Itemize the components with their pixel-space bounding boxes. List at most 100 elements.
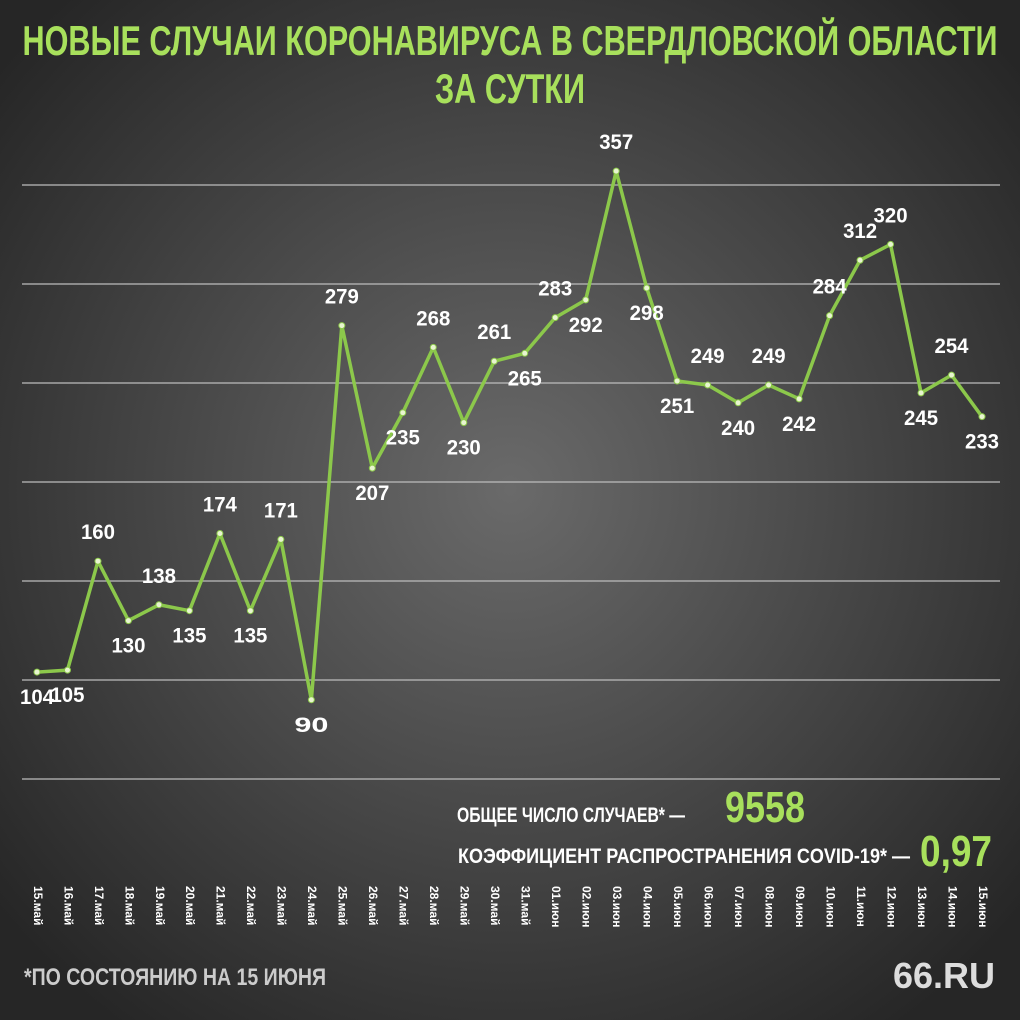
x-tick-label: 26.май [366, 886, 380, 925]
x-tick-label: 24.май [305, 886, 319, 925]
x-tick-label: 19.май [153, 886, 167, 925]
data-label: 207 [355, 482, 389, 505]
data-point [216, 529, 224, 537]
chart-title: НОВЫЕ СЛУЧАИ КОРОНАВИРУСА В СВЕРДЛОВСКОЙ… [23, 16, 998, 64]
x-tick-label: 09.июн [793, 886, 807, 928]
data-point [643, 284, 651, 292]
annotation-label: КОЭФФИЦИЕНТ РАСПРОСТРАНЕНИЯ COVID-19* — [458, 845, 910, 868]
data-point [948, 371, 956, 379]
data-label: 279 [325, 286, 359, 309]
data-label: 240 [721, 417, 755, 440]
data-point [704, 381, 712, 389]
data-label: 265 [508, 367, 542, 390]
x-tick-label: 25.май [336, 886, 350, 925]
x-tick-label: 31.май [519, 886, 533, 925]
data-point [429, 343, 437, 351]
x-tick-label: 28.май [427, 886, 441, 925]
data-point [307, 696, 315, 704]
data-point [978, 413, 986, 421]
data-label: 261 [477, 321, 511, 344]
x-tick-label: 13.июн [915, 886, 929, 928]
data-point [521, 349, 529, 357]
x-tick-label: 29.май [458, 886, 472, 925]
data-label: 104 [20, 686, 54, 709]
x-tick-label: 01.июн [549, 886, 563, 928]
data-label: 90 [294, 714, 328, 737]
data-point [795, 395, 803, 403]
x-tick-label: 08.июн [762, 886, 776, 928]
data-point [490, 357, 498, 365]
data-point [277, 535, 285, 543]
source-logo: 66.RU [893, 955, 995, 996]
data-label: 312 [843, 220, 877, 243]
data-label: 135 [172, 625, 206, 648]
x-tick-label: 23.май [275, 886, 289, 925]
data-label: 298 [630, 302, 664, 325]
x-tick-label: 21.май [214, 886, 228, 925]
x-tick-label: 06.июн [701, 886, 715, 928]
data-label: 249 [752, 345, 786, 368]
data-point [856, 256, 864, 264]
data-point [917, 389, 925, 397]
data-label: 245 [904, 407, 938, 430]
x-tick-label: 15.июн [976, 886, 990, 928]
x-tick-label: 14.июн [945, 886, 959, 928]
x-tick-label: 04.июн [641, 886, 655, 928]
data-point [94, 557, 102, 565]
annotation-value: 9558 [725, 783, 805, 832]
data-point [185, 607, 193, 615]
data-label: 174 [203, 493, 237, 516]
data-label: 357 [599, 131, 633, 154]
data-label: 268 [416, 307, 450, 330]
data-point [155, 601, 163, 609]
data-label: 135 [233, 625, 267, 648]
footnote: *ПО СОСТОЯНИЮ НА 15 ИЮНЯ [24, 964, 326, 991]
x-tick-label: 30.май [488, 886, 502, 925]
data-line [36, 169, 984, 702]
data-label: 171 [264, 499, 298, 522]
data-point [765, 381, 773, 389]
data-point [33, 668, 41, 676]
x-tick-label: 17.май [92, 886, 106, 925]
data-label: 160 [81, 521, 115, 544]
x-tick-label: 07.июн [732, 886, 746, 928]
data-point [673, 377, 681, 385]
data-label: 320 [874, 204, 908, 227]
x-tick-label: 16.май [61, 886, 75, 925]
data-label: 130 [111, 635, 145, 658]
data-label: 283 [538, 278, 572, 301]
annotation-value: 0,97 [920, 827, 992, 876]
data-label: 242 [782, 413, 816, 436]
x-tick-label: 05.июн [671, 886, 685, 928]
x-tick-label: 10.июн [823, 886, 837, 928]
x-tick-label: 12.июн [884, 886, 898, 928]
data-point [338, 322, 346, 330]
data-point [246, 607, 254, 615]
x-tick-label: 20.май [183, 886, 197, 925]
x-tick-label: 27.май [397, 886, 411, 925]
x-tick-label: 22.май [244, 886, 258, 925]
data-label: 105 [50, 684, 84, 707]
data-label: 251 [660, 395, 694, 418]
data-label: 284 [813, 276, 847, 299]
data-point [460, 419, 468, 427]
data-point [582, 296, 590, 304]
data-point [399, 409, 407, 417]
x-tick-label: 18.май [122, 886, 136, 925]
data-point [551, 314, 559, 322]
data-label: 292 [569, 314, 603, 337]
x-tick-label: 02.июн [580, 886, 594, 928]
annotation-label: ОБЩЕЕ ЧИСЛО СЛУЧАЕВ* — [457, 804, 685, 827]
data-point [124, 617, 132, 625]
data-point [63, 666, 71, 674]
data-point [887, 240, 895, 248]
data-label: 254 [935, 335, 969, 358]
data-label: 230 [447, 437, 481, 460]
data-label: 138 [142, 565, 176, 588]
data-label: 249 [691, 345, 725, 368]
data-point [734, 399, 742, 407]
x-tick-label: 03.июн [610, 886, 624, 928]
